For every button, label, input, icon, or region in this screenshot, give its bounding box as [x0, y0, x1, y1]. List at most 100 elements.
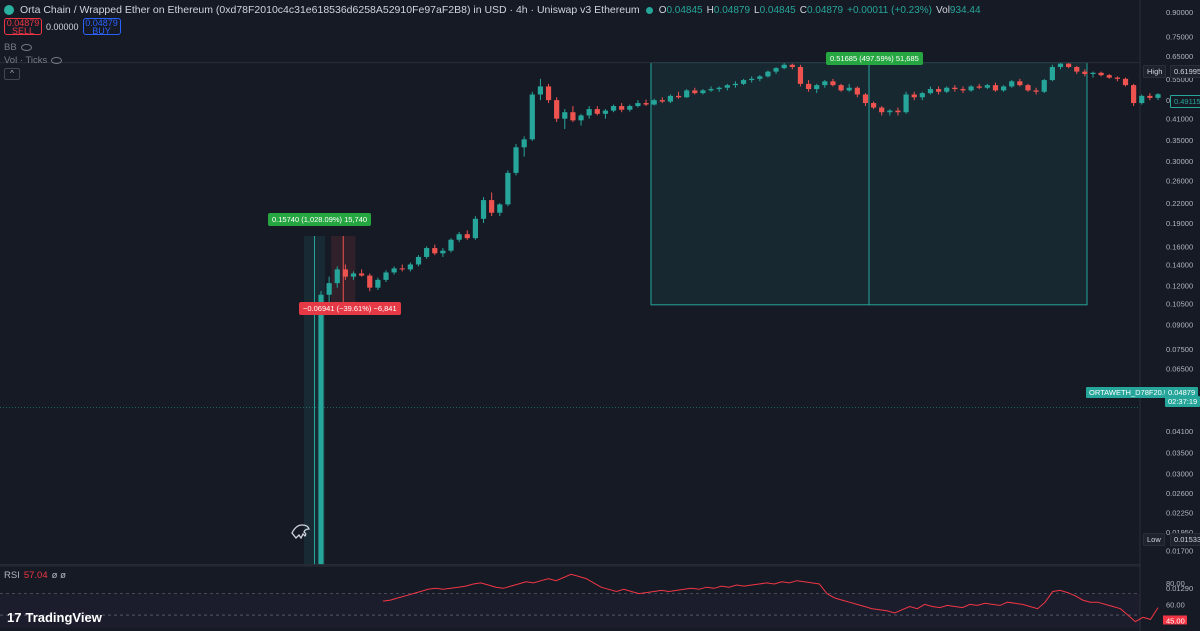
- symbol-tag: ORTAWETH_D78F20.USD: [1086, 387, 1183, 398]
- candle: [586, 106, 592, 119]
- candle: [887, 109, 893, 116]
- price-axis-label: 0.22000: [1166, 199, 1193, 208]
- grid-lines: [0, 0, 1141, 631]
- measure-label-drop[interactable]: −0.06941 (−39.61%) −6,841: [299, 302, 401, 315]
- candle: [594, 106, 600, 116]
- rsi-pane: [0, 573, 1159, 628]
- price-axis-label: 0.65000: [1166, 52, 1193, 61]
- candle: [472, 216, 478, 240]
- candle: [399, 264, 405, 272]
- rsi-header[interactable]: RSI 57.04 ø ø: [4, 570, 66, 581]
- price-axis-label: 0.55000: [1166, 75, 1193, 84]
- candle: [708, 86, 714, 92]
- measure-label-range[interactable]: 0.51685 (497.59%) 51,685: [826, 52, 923, 65]
- measure-label-rise[interactable]: 0.15740 (1,028.09%) 15,740: [268, 213, 372, 226]
- sell-button[interactable]: 0.04879 SELL: [4, 18, 42, 35]
- price-axis-label: 0.19000: [1166, 219, 1193, 228]
- candle: [952, 85, 958, 92]
- candle: [927, 86, 934, 95]
- candle: [643, 99, 649, 107]
- price-axis-label: 0.01290: [1166, 584, 1193, 593]
- price-axis-label: 0.41000: [1166, 115, 1193, 124]
- symbol-title[interactable]: Orta Chain / Wrapped Ether on Ethereum (…: [20, 4, 640, 16]
- price-axis-label: 0.75000: [1166, 33, 1193, 42]
- candle: [1131, 83, 1137, 107]
- candle: [797, 64, 804, 87]
- price-axis-label: 0.03000: [1166, 469, 1193, 478]
- price-axis: 0.900000.750000.650000.550000.470000.410…: [1166, 8, 1193, 593]
- candle: [1147, 93, 1153, 101]
- candles: [318, 62, 1161, 565]
- candle: [464, 230, 470, 240]
- candle: [432, 244, 438, 256]
- candle: [359, 269, 365, 277]
- candle: [1041, 78, 1047, 94]
- candle: [350, 271, 357, 280]
- candle: [740, 78, 747, 86]
- candle: [976, 83, 982, 90]
- collapse-indicators-button[interactable]: ^: [4, 68, 20, 80]
- candle: [489, 192, 495, 217]
- rsi-axis: 80.00 60.00 45.00: [1163, 579, 1187, 625]
- measure-boxes: [304, 62, 1088, 565]
- candle: [619, 103, 625, 113]
- price-axis-label: 0.12000: [1166, 281, 1193, 290]
- price-axis-label: 0.30000: [1166, 157, 1193, 166]
- candle: [911, 91, 917, 101]
- candle: [367, 273, 373, 292]
- candle: [765, 70, 771, 78]
- candle: [497, 203, 503, 217]
- candle: [992, 82, 999, 92]
- candle: [480, 197, 487, 224]
- price-axis-label: 0.16000: [1166, 242, 1193, 251]
- candle: [724, 83, 730, 91]
- candle: [448, 238, 454, 253]
- candle: [749, 76, 755, 83]
- candle: [1122, 77, 1129, 87]
- countdown-tag: 02:37:19: [1165, 396, 1200, 407]
- candle: [440, 248, 446, 257]
- indicator-volume[interactable]: Vol · Ticks: [4, 55, 63, 66]
- rsi-axis-label: 60.00: [1166, 600, 1185, 609]
- candle: [513, 144, 519, 176]
- candle: [342, 264, 348, 280]
- candle: [554, 97, 560, 123]
- tradingview-logo-icon: 17: [7, 610, 22, 625]
- candle: [1106, 73, 1112, 79]
- low-tag-value: 0.01533: [1170, 533, 1200, 546]
- candle: [415, 255, 422, 267]
- open-value: 0.04845: [666, 4, 703, 16]
- candle: [854, 86, 860, 98]
- candle: [407, 262, 413, 272]
- candle: [944, 86, 950, 94]
- volume-value: 934.44: [949, 4, 981, 16]
- candle: [529, 91, 535, 141]
- change-value: +0.00011 (+0.23%): [847, 4, 933, 16]
- eye-icon[interactable]: [51, 57, 63, 64]
- candle: [602, 109, 609, 119]
- candle: [505, 170, 511, 207]
- price-axis-label: 0.03500: [1166, 449, 1193, 458]
- candle: [1139, 94, 1145, 105]
- candle: [675, 91, 682, 99]
- eye-icon[interactable]: [20, 44, 32, 51]
- buy-button[interactable]: 0.04879 BUY: [82, 18, 121, 35]
- rsi-axis-label: 45.00: [1166, 616, 1185, 625]
- tradingview-logo[interactable]: 17 TradingView: [7, 610, 102, 625]
- candle: [1025, 83, 1031, 92]
- rsi-value: 57.04: [23, 570, 48, 581]
- candle: [570, 106, 576, 123]
- price-axis-label: 0.09000: [1166, 320, 1193, 329]
- candle: [326, 276, 332, 304]
- high-tag-value: 0.61995: [1170, 65, 1200, 78]
- spread-value: 0.00000: [46, 21, 79, 32]
- price-axis-label: 0.07500: [1166, 345, 1193, 354]
- price-axis-label: 0.26000: [1166, 176, 1193, 185]
- price-axis-label: 0.04100: [1166, 427, 1193, 436]
- candle: [919, 91, 925, 101]
- indicator-bb[interactable]: BB: [4, 42, 32, 53]
- candle: [537, 78, 544, 101]
- candle: [651, 98, 657, 106]
- token-icon: [4, 5, 14, 15]
